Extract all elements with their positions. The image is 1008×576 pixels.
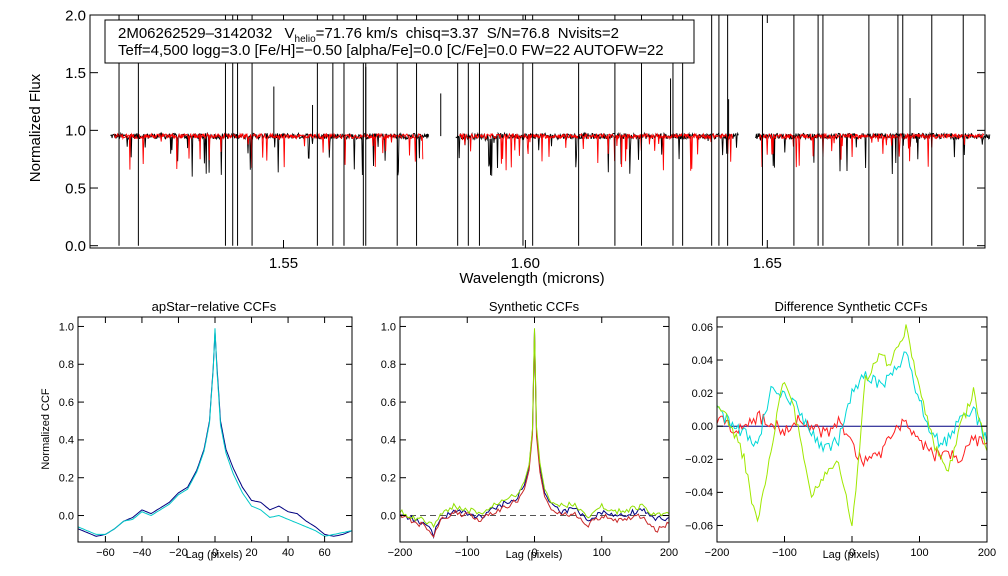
spectrum-plot-frame [89,14,986,249]
spectrum-annotation-box [104,19,695,64]
y-tick-label: 0.00 [692,421,713,433]
y-tick-label: 0.2 [59,473,74,485]
y-tick-label: 1.0 [381,321,396,333]
y-tick-label: 1.5 [65,65,86,82]
ccf-series-line [77,332,353,537]
y-tick-label: 0.6 [381,397,396,409]
x-tick-label: 20 [245,547,257,559]
apstar-ccf-xlabel: Lag (pixels) [186,549,243,561]
difference-ccf-title: Difference Synthetic CCFs [775,299,928,314]
sn-value: S/N=76.8 [487,25,550,42]
ccf-series-line [399,328,670,529]
y-tick-label: 0.0 [65,238,86,255]
x-tick-label: 1.55 [269,255,298,272]
ccf-series-line [716,410,988,468]
x-tick-label: −20 [169,547,188,559]
synthetic-ccf-title: Synthetic CCFs [489,299,580,314]
apstar-ccf-ylabel: Normalized CCF [40,388,52,470]
spectrum-panel: 1.55 1.60 1.65 0.0 0.5 1.0 1.5 2.0 2M06262529–3… [27,7,991,287]
x-tick-label: −100 [455,547,480,559]
synthetic-ccf-series-group [399,328,670,540]
x-tick-label: −100 [772,547,797,559]
x-tick-label: 60 [318,547,330,559]
y-tick-label: 0.8 [59,359,74,371]
synthetic-ccf-xlabel: Lag (pixels) [506,549,563,561]
model-spectrum-line [758,132,985,168]
y-tick-label: 1.0 [59,321,74,333]
annotation-line-2: Teff=4,500 logg=3.0 [Fe/H]=−0.50 [alpha/… [118,42,664,59]
ccf-series-line [399,332,670,539]
spectrum-ylabel: Normalized Flux [27,73,44,182]
y-tick-label: −0.02 [685,454,713,466]
y-tick-label: 0.8 [381,359,396,371]
difference-ccf-frame [716,316,988,543]
chisq-value: chisq=3.37 [406,25,479,42]
x-tick-label: 0 [531,547,537,559]
annotation-line-1: 2M06262529–3142032 Vhelio=71.76 km/s chis… [118,25,619,45]
vhelio-symbol: V [285,25,295,42]
y-tick-label: −0.04 [685,487,713,499]
y-tick-label: 0.4 [381,435,396,447]
x-tick-label: 1.65 [753,255,782,272]
ccf-series-line [77,328,353,537]
star-id: 2M06262529–3142032 [118,25,272,42]
apstar-ccf-title: apStar−relative CCFs [152,299,277,314]
apstar-ccf-panel: apStar−relative CCFs −60 −40 −20 0 20 40 60 0.0… [40,299,353,561]
x-tick-label: 100 [910,547,928,559]
apstar-ccf-frame [77,316,353,543]
model-spectrum-line [114,132,424,170]
x-tick-label: 200 [660,547,678,559]
y-tick-label: 0.4 [59,435,74,447]
model-spectrum-line [459,132,733,171]
spectrum-xlabel: Wavelength (microns) [459,270,604,287]
ccf-series-line [399,330,670,540]
difference-ccf-xlabel: Lag (pixels) [823,549,880,561]
x-tick-label: 40 [282,547,294,559]
observed-spectrum-line [110,131,430,177]
y-tick-label: 0.5 [65,180,86,197]
x-tick-label: −200 [388,547,413,559]
x-tick-label: 200 [978,547,996,559]
y-tick-label: 0.2 [381,473,396,485]
y-tick-label: 1.0 [65,123,86,140]
y-tick-label: 0.04 [692,355,713,367]
x-tick-label: −60 [96,547,115,559]
spectrum-ticks: 1.55 1.60 1.65 0.0 0.5 1.0 1.5 2.0 [65,7,985,272]
vhelio-value: =71.76 km/s [316,25,398,42]
x-tick-label: 0 [849,547,855,559]
y-tick-label: 2.0 [65,7,86,24]
y-tick-label: 0.6 [59,397,74,409]
x-tick-label: −200 [705,547,730,559]
synthetic-ccf-ticks: −200 −100 0 100 200 0.0 0.2 0.4 0.6 0.8 1.0 [381,317,678,559]
difference-ccf-panel: Difference Synthetic CCFs −200 −100 0 100 20… [685,299,996,561]
x-tick-label: −40 [133,547,152,559]
vhelio-subscript: helio [295,34,317,45]
x-tick-label: 100 [593,547,611,559]
y-tick-label: 0.02 [692,388,713,400]
apstar-ccf-series-group [77,328,353,537]
synthetic-ccf-panel: Synthetic CCFs −200 −100 0 100 200 0.0 0.2 0.4 0… [381,299,678,561]
difference-ccf-ticks: −200 −100 0 100 200 −0.06 −0.04 −0.02 0.00 0.02 0.… [685,317,996,559]
y-tick-label: 0.0 [381,510,396,522]
y-tick-label: 0.06 [692,322,713,334]
x-tick-label: 1.60 [511,255,540,272]
ccf-series-line [716,351,988,453]
y-tick-label: 0.0 [59,510,74,522]
x-tick-label: 0 [212,547,218,559]
nvisits-value: Nvisits=2 [558,25,619,42]
apstar-ccf-ticks: −60 −40 −20 0 20 40 60 0.0 0.2 0.4 0.6 0.8 1.0 [59,317,352,559]
y-tick-label: −0.06 [685,520,713,532]
ccf-series-line [716,324,988,527]
difference-ccf-series-group [716,324,988,527]
